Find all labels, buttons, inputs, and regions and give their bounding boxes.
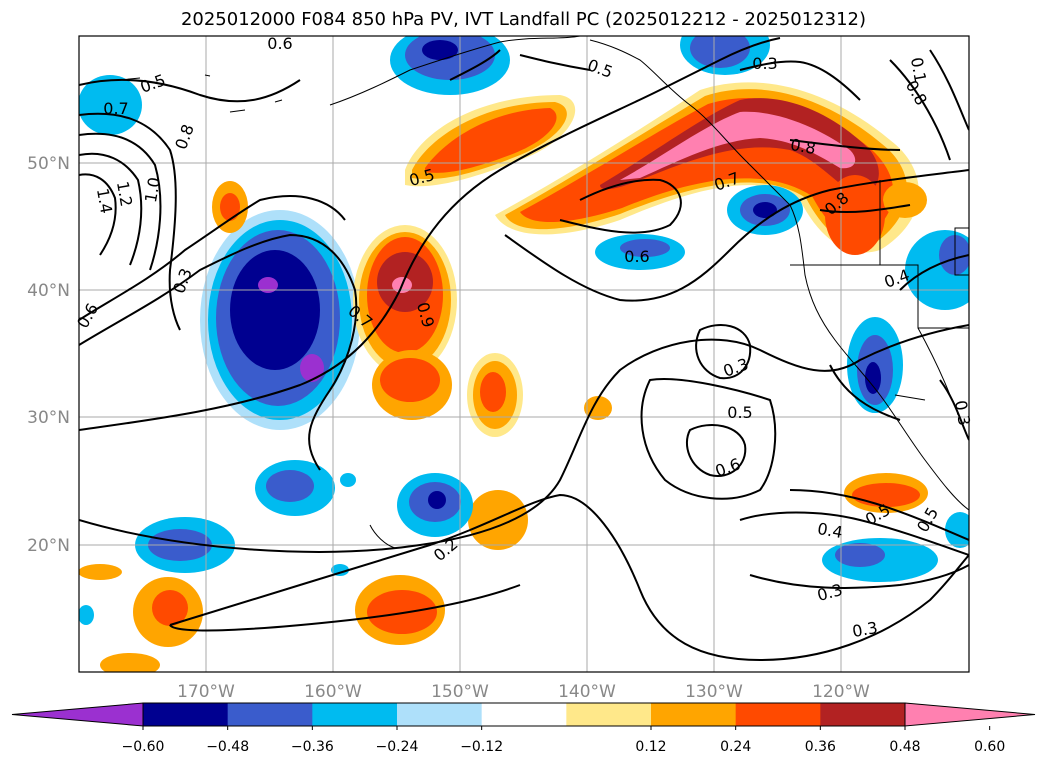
colorbar-segment [397,703,483,726]
colorbar-tick-label: 0.48 [889,739,920,755]
latitude-label: 30°N [27,408,70,428]
contour-label: 0.1 [907,56,930,84]
latitude-labels: 50°N 40°N 30°N 20°N [27,154,70,556]
latitude-label: 20°N [27,536,70,556]
colorbar-tick-label: 0.36 [805,739,836,755]
colorbar-segment [143,703,229,726]
colorbar-segment [651,703,737,726]
contour-label: 0.4 [816,519,844,542]
contour-label: 1.0 [141,176,164,204]
colorbar-frame [142,702,906,727]
longitude-labels: 170°W 160°W 150°W 140°W 130°W 120°W [177,682,870,702]
colorbar-segment [566,703,652,726]
colorbar-tick-label: −0.48 [206,739,249,755]
longitude-label: 140°W [558,682,616,702]
colorbar-tick-label: 0.24 [720,739,751,755]
contour-label: 0.7 [103,99,128,118]
colorbar-tick-label: −0.12 [460,739,503,755]
contour-label: 1.2 [113,180,136,208]
contour-label: 0.6 [267,34,292,53]
longitude-label: 160°W [304,682,362,702]
map-frame [78,35,970,673]
colorbar-tick-label: 0.60 [974,739,1005,755]
colorbar-segment [820,703,906,726]
colorbar-extend-max [904,702,1036,727]
latitude-label: 50°N [27,154,70,174]
map-content [79,36,969,672]
longitude-label: 130°W [685,682,743,702]
contour-label: 0.3 [851,618,879,641]
colorbar-tick-label: −0.36 [291,739,334,755]
contour-label: 0.5 [727,403,752,422]
colorbar-tick-label: 0.12 [635,739,666,755]
longitude-label: 120°W [812,682,870,702]
colorbar-segment [227,703,313,726]
colorbar-segment [312,703,398,726]
pv-shading [79,36,969,672]
ivt-contours [79,37,969,662]
contour-label: 0.8 [789,135,817,158]
contour-label: 1.4 [93,187,116,215]
colorbar-tick-label: −0.24 [376,739,419,755]
latitude-label: 40°N [27,281,70,301]
colorbar-segment [735,703,821,726]
plot-title: 2025012000 F084 850 hPa PV, IVT Landfall… [180,9,867,30]
contour-label: 0.3 [951,399,974,427]
colorbar-tick-label: −0.60 [122,739,165,755]
contour-label: 0.3 [752,54,777,73]
colorbar-extend-min [11,702,144,727]
longitude-label: 150°W [431,682,489,702]
colorbar: −0.60 −0.48 −0.36 −0.24 −0.12 0.12 0.24 0.36 0.4… [11,702,1036,755]
longitude-label: 170°W [177,682,235,702]
contour-label: 0.6 [624,247,649,266]
graticule [79,36,969,672]
colorbar-segment [481,703,567,726]
